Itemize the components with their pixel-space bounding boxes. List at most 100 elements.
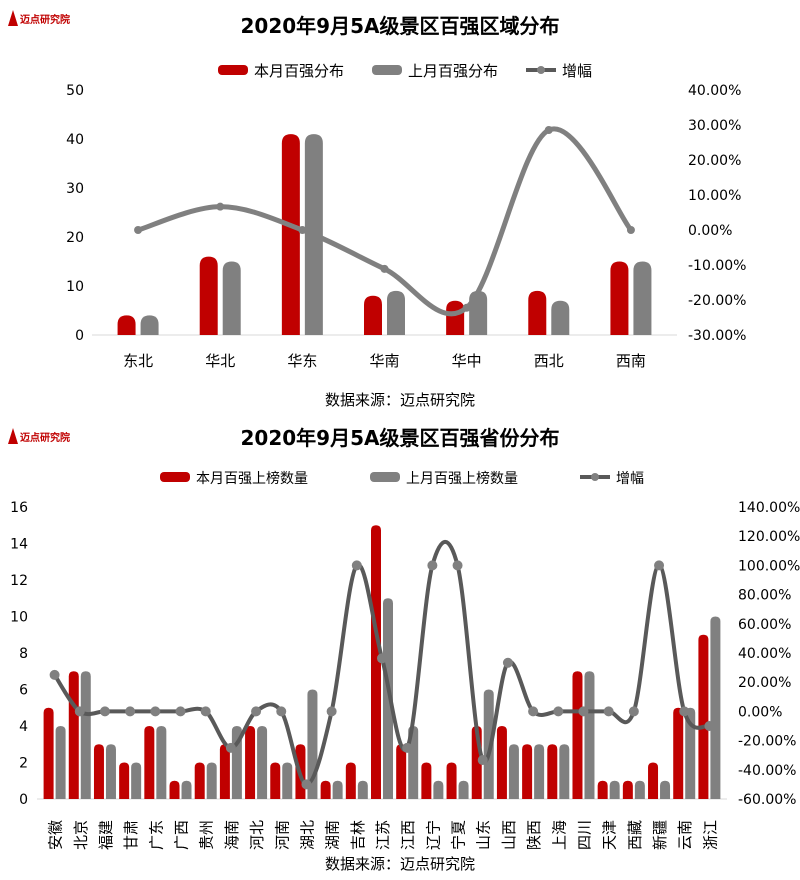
logo: 迈点研究院 — [8, 428, 70, 444]
growth-marker — [553, 706, 564, 717]
bar-current — [245, 726, 256, 799]
bar-previous — [55, 726, 66, 799]
y2-tick-label: 0.00% — [688, 223, 732, 239]
y-tick-label: 10 — [66, 279, 84, 295]
y-tick-label: 30 — [66, 181, 84, 197]
y-tick-label: 40 — [66, 132, 84, 148]
category-label: 天津 — [601, 820, 619, 850]
category-label: 四川 — [575, 820, 593, 850]
bar-previous — [584, 671, 595, 799]
category-label: 吉林 — [349, 820, 367, 850]
bar-current — [421, 762, 432, 799]
bar-current — [219, 744, 230, 799]
bar-previous — [469, 290, 488, 335]
bar-current — [572, 671, 583, 799]
bar-current — [43, 707, 54, 799]
category-label: 宁夏 — [450, 820, 468, 850]
bar-previous — [383, 598, 393, 799]
chart-title: 2020年9月5A级景区百强省份分布 — [241, 426, 560, 450]
y2-tick-label: 140.00% — [738, 500, 800, 516]
bar-current — [610, 261, 629, 335]
growth-marker — [427, 560, 438, 571]
bar-current — [622, 780, 633, 799]
category-label: 陕西 — [525, 820, 543, 850]
category-label: 山东 — [475, 820, 493, 850]
y2-tick-label: 120.00% — [738, 529, 800, 545]
bar-current — [446, 300, 465, 335]
growth-marker — [49, 669, 60, 680]
bar-current — [528, 290, 547, 335]
growth-marker — [704, 721, 715, 731]
category-label: 北京 — [72, 820, 90, 850]
y-tick-label: 14 — [10, 537, 28, 553]
bar-previous — [332, 780, 343, 799]
source-note: 数据来源：迈点研究院 — [325, 855, 475, 873]
growth-marker — [216, 202, 225, 211]
category-label: 海南 — [223, 820, 241, 850]
growth-marker — [326, 706, 337, 717]
legend-label: 上月百强上榜数量 — [406, 470, 518, 487]
bar-current — [320, 780, 331, 799]
legend-label: 上月百强分布 — [408, 62, 498, 80]
bar-previous — [685, 707, 696, 799]
category-label: 东北 — [123, 352, 153, 370]
y2-tick-label: -10.00% — [688, 258, 746, 274]
category-label: 辽宁 — [424, 820, 442, 850]
y2-tick-label: 20.00% — [688, 153, 741, 169]
y-tick-label: 4 — [19, 719, 28, 735]
legend-marker — [591, 473, 599, 481]
growth-marker — [544, 126, 553, 135]
y2-tick-label: 100.00% — [738, 558, 800, 574]
growth-marker — [402, 742, 413, 753]
growth-marker — [74, 706, 85, 717]
bar-previous — [80, 671, 91, 799]
chart-title: 2020年9月5A级景区百强区域分布 — [241, 14, 560, 38]
y-tick-label: 0 — [19, 792, 28, 808]
bar-previous — [257, 726, 268, 799]
bar-current — [673, 707, 684, 799]
bar-current — [496, 726, 507, 799]
y-tick-label: 6 — [19, 683, 28, 699]
bar-previous — [634, 780, 645, 799]
bar-previous — [206, 762, 217, 799]
category-label: 广西 — [173, 820, 191, 850]
bar-current — [68, 671, 79, 799]
growth-marker — [200, 706, 211, 717]
legend-label: 增幅 — [616, 471, 644, 487]
bar-current — [194, 762, 205, 799]
category-label: 湖北 — [298, 820, 316, 850]
legend-swatch — [218, 65, 248, 75]
y2-tick-label: -40.00% — [738, 763, 796, 779]
growth-marker — [502, 657, 513, 668]
bar-previous — [508, 744, 519, 799]
y2-tick-label: 80.00% — [738, 588, 791, 604]
category-label: 江西 — [399, 820, 417, 850]
legend-swatch — [160, 472, 190, 482]
y2-tick-label: -20.00% — [688, 293, 746, 309]
bar-previous — [710, 616, 721, 799]
legend-swatch — [370, 472, 400, 482]
y-tick-label: 16 — [10, 500, 28, 516]
bar-previous — [357, 780, 368, 799]
bar-previous — [131, 762, 142, 799]
growth-marker — [125, 706, 136, 717]
category-label: 贵州 — [198, 820, 216, 850]
category-label: 福建 — [97, 820, 115, 850]
bar-current — [522, 744, 533, 799]
y2-tick-label: 10.00% — [688, 188, 741, 204]
bar-previous — [408, 726, 419, 799]
bar-current — [117, 315, 136, 335]
growth-marker — [225, 742, 236, 753]
category-label: 华东 — [287, 352, 317, 370]
growth-marker — [628, 706, 639, 717]
bar-previous — [105, 744, 116, 799]
y2-tick-label: 40.00% — [738, 646, 791, 662]
category-label: 云南 — [676, 820, 694, 850]
category-label: 华南 — [369, 352, 399, 370]
bar-previous — [483, 689, 494, 799]
growth-marker — [276, 706, 287, 717]
bar-current — [446, 762, 457, 799]
legend-label: 增幅 — [562, 62, 592, 80]
legend-label: 本月百强上榜数量 — [196, 470, 308, 487]
